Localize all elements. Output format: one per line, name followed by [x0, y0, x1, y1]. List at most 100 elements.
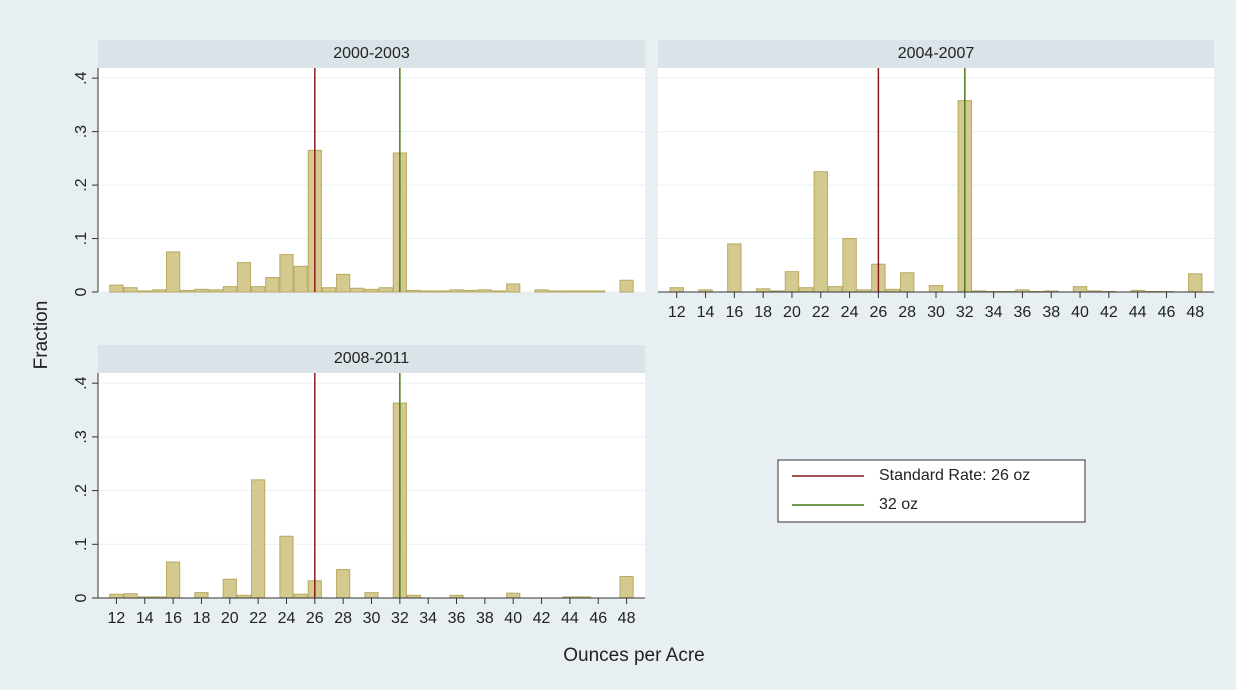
y-tick-label: .3	[73, 125, 90, 138]
bar	[251, 286, 266, 293]
bar	[194, 288, 209, 293]
x-tick-label: 40	[504, 610, 522, 627]
bar	[842, 238, 857, 293]
bar	[406, 289, 422, 293]
y-axis-title: Fraction	[31, 301, 52, 370]
bar	[1188, 273, 1203, 293]
bar	[293, 265, 308, 293]
bar	[463, 289, 478, 293]
bar	[799, 287, 814, 293]
x-tick-label: 16	[725, 304, 743, 321]
panel-title: 2008-2011	[334, 350, 409, 367]
x-tick-label: 22	[249, 610, 267, 627]
bar	[350, 287, 365, 293]
x-tick-label: 40	[1071, 304, 1089, 321]
x-tick-label: 20	[783, 304, 801, 321]
bar	[279, 254, 294, 293]
x-tick-label: 42	[1100, 304, 1118, 321]
plot-area	[658, 68, 1214, 292]
bar	[137, 290, 152, 293]
x-tick-label: 14	[136, 610, 154, 627]
x-tick-label: 32	[391, 610, 409, 627]
bar	[336, 569, 351, 599]
x-tick-label: 12	[668, 304, 686, 321]
bar	[293, 593, 308, 599]
bar	[123, 287, 138, 293]
bar	[378, 287, 393, 293]
x-tick-label: 22	[812, 304, 830, 321]
bar	[449, 289, 464, 293]
legend	[777, 459, 1086, 523]
bar	[619, 576, 634, 599]
x-tick-label: 48	[1186, 304, 1204, 321]
x-tick-label: 18	[754, 304, 772, 321]
x-tick-label: 46	[589, 610, 607, 627]
x-tick-label: 24	[278, 610, 296, 627]
bar	[265, 277, 280, 293]
y-tick-label: .4	[73, 376, 90, 389]
bar	[180, 289, 195, 293]
x-tick-label: 44	[561, 610, 579, 627]
bar	[477, 289, 492, 293]
x-tick-label: 26	[306, 610, 324, 627]
bar	[166, 251, 181, 293]
bar	[928, 285, 944, 293]
bar	[576, 290, 592, 293]
y-tick-label: .1	[73, 232, 90, 245]
x-tick-label: 34	[985, 304, 1003, 321]
x-tick-label: 28	[334, 610, 352, 627]
panel-title: 2000-2003	[333, 45, 410, 62]
bar	[669, 287, 684, 293]
x-tick-label: 46	[1158, 304, 1176, 321]
x-tick-label: 28	[898, 304, 916, 321]
bar	[166, 561, 181, 599]
x-tick-label: 30	[927, 304, 945, 321]
bar	[208, 289, 223, 293]
bar	[123, 593, 138, 599]
bar	[506, 592, 521, 599]
x-tick-label: 26	[869, 304, 887, 321]
bar	[1072, 286, 1088, 293]
bar	[727, 243, 742, 293]
x-tick-label: 38	[476, 610, 494, 627]
y-tick-label: .1	[73, 538, 90, 551]
panel-title-strip	[98, 345, 645, 373]
bar	[251, 479, 266, 599]
x-tick-label: 20	[221, 610, 239, 627]
bar	[364, 592, 379, 599]
bar	[194, 592, 209, 599]
x-axis-title: Ounces per Acre	[563, 645, 705, 666]
bar	[784, 271, 800, 293]
bar	[827, 286, 843, 293]
x-tick-label: 36	[1014, 304, 1032, 321]
y-tick-label: .2	[73, 484, 90, 497]
x-tick-label: 30	[363, 610, 381, 627]
bar	[109, 284, 124, 293]
bar	[591, 290, 606, 293]
bar	[619, 279, 634, 293]
x-tick-label: 18	[193, 610, 211, 627]
bar	[236, 262, 252, 293]
y-tick-label: 0	[73, 287, 90, 296]
bar	[435, 290, 450, 293]
panel-title-strip	[98, 40, 645, 68]
x-tick-label: 12	[108, 610, 126, 627]
x-tick-label: 32	[956, 304, 974, 321]
panel-title: 2004-2007	[898, 45, 975, 62]
x-tick-label: 34	[419, 610, 437, 627]
bar	[491, 290, 507, 293]
x-tick-label: 16	[164, 610, 182, 627]
bar	[222, 578, 237, 599]
bar	[562, 290, 577, 293]
bar	[109, 593, 124, 599]
bar	[151, 289, 167, 293]
bar	[222, 286, 237, 293]
x-tick-label: 42	[533, 610, 551, 627]
bar	[506, 283, 521, 293]
y-tick-label: .2	[73, 178, 90, 191]
y-tick-label: .4	[73, 71, 90, 84]
bar	[321, 287, 337, 293]
bar	[548, 290, 563, 293]
